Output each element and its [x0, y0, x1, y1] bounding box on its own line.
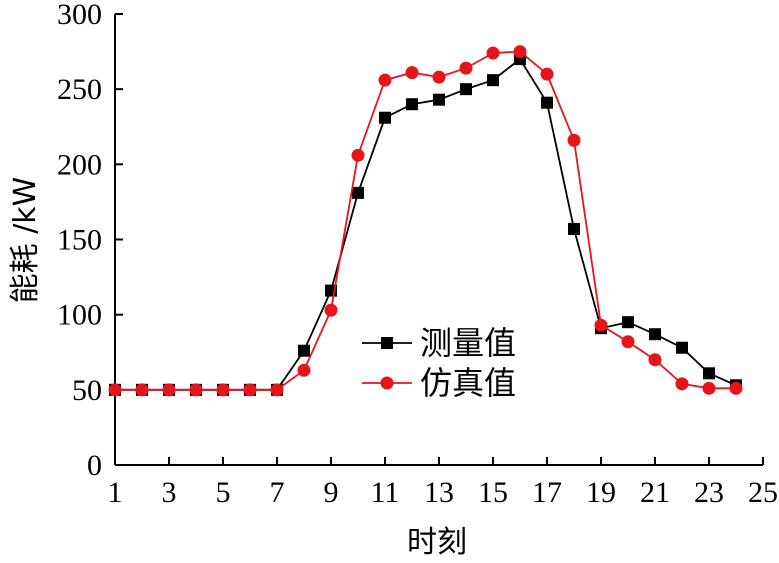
legend-marker [380, 376, 394, 390]
data-point [702, 381, 716, 395]
data-point [729, 381, 743, 395]
data-point [487, 74, 499, 87]
data-point [460, 83, 472, 96]
y-tick-label: 200 [57, 148, 102, 181]
data-point [379, 111, 391, 124]
data-point [621, 335, 635, 349]
series-2 [108, 45, 743, 397]
data-point [351, 148, 365, 162]
data-point [486, 46, 500, 60]
data-point [216, 383, 230, 397]
y-tick-label: 250 [57, 73, 102, 106]
x-tick-label: 25 [748, 476, 778, 509]
data-point [459, 61, 473, 75]
data-point [270, 383, 284, 397]
x-tick-label: 19 [586, 476, 616, 509]
data-point [378, 73, 392, 87]
data-point [405, 66, 419, 80]
x-tick-label: 15 [478, 476, 508, 509]
data-point [675, 377, 689, 391]
y-tick-label: 300 [57, 0, 102, 31]
y-axis-title: 能耗 /kW [8, 177, 43, 304]
x-tick-label: 21 [640, 476, 670, 509]
x-tick-label: 7 [270, 476, 285, 509]
data-point [594, 318, 608, 332]
y-tick-label: 0 [87, 449, 102, 482]
data-point [648, 353, 662, 367]
data-point [189, 383, 203, 397]
x-axis-title: 时刻 [407, 525, 467, 560]
data-point [540, 67, 554, 81]
data-point [703, 367, 715, 380]
x-tick-label: 5 [216, 476, 231, 509]
data-point [243, 383, 257, 397]
legend-item-1: 测量值 [362, 324, 516, 362]
x-tick-label: 17 [532, 476, 562, 509]
data-point [567, 133, 581, 147]
data-point [297, 363, 311, 377]
legend-label: 仿真值 [420, 364, 516, 402]
data-point [108, 383, 122, 397]
data-point [432, 70, 446, 84]
x-tick-label: 1 [108, 476, 123, 509]
data-point [298, 344, 310, 357]
x-tick-label: 11 [371, 476, 400, 509]
data-point [406, 98, 418, 111]
data-point [352, 186, 364, 199]
data-point [513, 45, 527, 59]
legend-label: 测量值 [420, 324, 516, 362]
x-tick-label: 9 [324, 476, 339, 509]
y-tick-label: 50 [72, 374, 102, 407]
x-tick-label: 3 [162, 476, 177, 509]
data-point [568, 222, 580, 235]
data-point [541, 96, 553, 109]
legend-marker [381, 337, 393, 349]
y-tick-label: 150 [57, 224, 102, 257]
data-point [324, 303, 338, 317]
data-point [162, 383, 176, 397]
y-tick-label: 100 [57, 299, 102, 332]
x-tick-label: 23 [694, 476, 724, 509]
data-point [649, 328, 661, 341]
x-tick-label: 13 [424, 476, 454, 509]
data-point [135, 383, 149, 397]
data-point [433, 93, 445, 106]
legend-item-2: 仿真值 [362, 364, 516, 402]
data-point [676, 341, 688, 354]
data-point [622, 316, 634, 329]
series-layer [108, 45, 743, 397]
